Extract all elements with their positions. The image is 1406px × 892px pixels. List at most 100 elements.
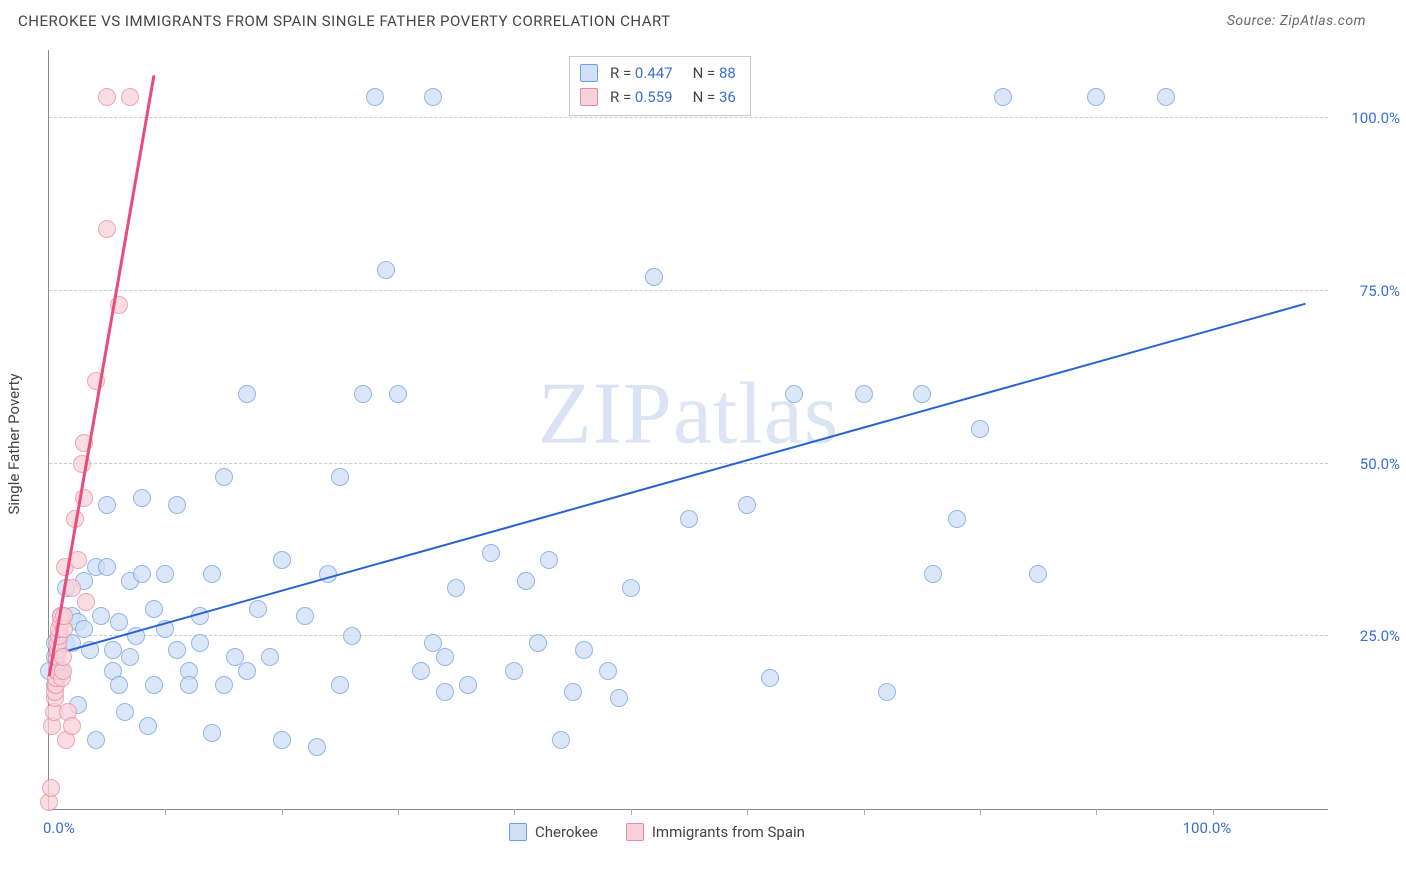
data-point bbox=[564, 683, 582, 701]
legend-correlation-row: R = 0.559N = 36 bbox=[580, 85, 736, 109]
data-point bbox=[436, 683, 454, 701]
data-point bbox=[878, 683, 896, 701]
data-point bbox=[855, 385, 873, 403]
data-point bbox=[1029, 565, 1047, 583]
data-point bbox=[156, 565, 174, 583]
x-tick bbox=[1096, 809, 1097, 815]
legend-swatch bbox=[626, 823, 644, 841]
legend-swatch bbox=[580, 64, 598, 82]
data-point bbox=[552, 731, 570, 749]
gridline-h bbox=[49, 290, 1328, 291]
data-point bbox=[343, 627, 361, 645]
correlation-legend: R = 0.447N = 88R = 0.559N = 36 bbox=[569, 56, 751, 116]
x-tick-label: 100.0% bbox=[1183, 819, 1232, 837]
data-point bbox=[63, 717, 81, 735]
data-point bbox=[424, 88, 442, 106]
data-point bbox=[389, 385, 407, 403]
data-point bbox=[948, 510, 966, 528]
data-point bbox=[412, 662, 430, 680]
data-point bbox=[261, 648, 279, 666]
x-tick bbox=[398, 809, 399, 815]
data-point bbox=[785, 385, 803, 403]
data-point bbox=[599, 662, 617, 680]
data-point bbox=[191, 634, 209, 652]
data-point bbox=[913, 385, 931, 403]
data-point bbox=[273, 551, 291, 569]
trend-line bbox=[48, 75, 155, 677]
x-tick-label: 0.0% bbox=[43, 819, 75, 837]
data-point bbox=[168, 496, 186, 514]
data-point bbox=[994, 88, 1012, 106]
data-point bbox=[168, 641, 186, 659]
data-point bbox=[215, 468, 233, 486]
x-tick bbox=[631, 809, 632, 815]
source-attribution: Source: ZipAtlas.com bbox=[1227, 13, 1366, 29]
data-point bbox=[92, 607, 110, 625]
chart-container: Single Father Poverty ZIPatlas R = 0.447… bbox=[48, 50, 1368, 838]
data-point bbox=[145, 600, 163, 618]
legend-swatch bbox=[509, 823, 527, 841]
data-point bbox=[249, 600, 267, 618]
y-axis-label: Single Father Poverty bbox=[5, 373, 23, 514]
data-point bbox=[459, 676, 477, 694]
data-point bbox=[761, 669, 779, 687]
data-point bbox=[296, 607, 314, 625]
data-point bbox=[98, 496, 116, 514]
data-point bbox=[1157, 88, 1175, 106]
data-point bbox=[180, 676, 198, 694]
data-point bbox=[75, 620, 93, 638]
data-point bbox=[54, 648, 72, 666]
data-point bbox=[971, 420, 989, 438]
data-point bbox=[98, 558, 116, 576]
data-point bbox=[308, 738, 326, 756]
data-point bbox=[110, 613, 128, 631]
data-point bbox=[331, 468, 349, 486]
y-tick-label: 75.0% bbox=[1336, 282, 1400, 300]
x-tick bbox=[1213, 809, 1214, 815]
data-point bbox=[610, 689, 628, 707]
data-point bbox=[377, 261, 395, 279]
data-point bbox=[529, 634, 547, 652]
data-point bbox=[924, 565, 942, 583]
data-point bbox=[98, 220, 116, 238]
data-point bbox=[505, 662, 523, 680]
data-point bbox=[622, 579, 640, 597]
data-point bbox=[98, 88, 116, 106]
data-point bbox=[238, 662, 256, 680]
x-tick bbox=[864, 809, 865, 815]
legend-series-item: Cherokee bbox=[509, 823, 598, 841]
data-point bbox=[273, 731, 291, 749]
data-point bbox=[69, 551, 87, 569]
data-point bbox=[738, 496, 756, 514]
data-point bbox=[110, 676, 128, 694]
watermark: ZIPatlas bbox=[538, 364, 839, 465]
data-point bbox=[331, 676, 349, 694]
trend-line bbox=[49, 303, 1306, 657]
legend-swatch bbox=[580, 88, 598, 106]
data-point bbox=[116, 703, 134, 721]
data-point bbox=[436, 648, 454, 666]
x-tick bbox=[514, 809, 515, 815]
data-point bbox=[121, 648, 139, 666]
data-point bbox=[104, 641, 122, 659]
x-tick bbox=[980, 809, 981, 815]
legend-series-item: Immigrants from Spain bbox=[626, 823, 805, 841]
data-point bbox=[575, 641, 593, 659]
data-point bbox=[645, 268, 663, 286]
data-point bbox=[354, 385, 372, 403]
data-point bbox=[447, 579, 465, 597]
legend-correlation-row: R = 0.447N = 88 bbox=[580, 61, 736, 85]
data-point bbox=[77, 593, 95, 611]
data-point bbox=[680, 510, 698, 528]
data-point bbox=[1087, 88, 1105, 106]
data-point bbox=[133, 565, 151, 583]
chart-title: CHEROKEE VS IMMIGRANTS FROM SPAIN SINGLE… bbox=[18, 12, 671, 30]
data-point bbox=[238, 385, 256, 403]
gridline-h bbox=[49, 635, 1328, 636]
y-tick-label: 50.0% bbox=[1336, 455, 1400, 473]
y-tick-label: 25.0% bbox=[1336, 627, 1400, 645]
data-point bbox=[121, 88, 139, 106]
legend-series-label: Immigrants from Spain bbox=[652, 823, 805, 841]
data-point bbox=[203, 565, 221, 583]
data-point bbox=[482, 544, 500, 562]
